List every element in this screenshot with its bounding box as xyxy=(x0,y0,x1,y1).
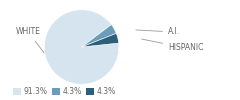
Wedge shape xyxy=(82,25,116,47)
Wedge shape xyxy=(82,33,119,47)
Wedge shape xyxy=(44,10,119,84)
Text: WHITE: WHITE xyxy=(16,28,44,53)
Text: HISPANIC: HISPANIC xyxy=(142,39,203,52)
Legend: 91.3%, 4.3%, 4.3%: 91.3%, 4.3%, 4.3% xyxy=(13,87,116,96)
Text: A.I.: A.I. xyxy=(136,28,180,36)
